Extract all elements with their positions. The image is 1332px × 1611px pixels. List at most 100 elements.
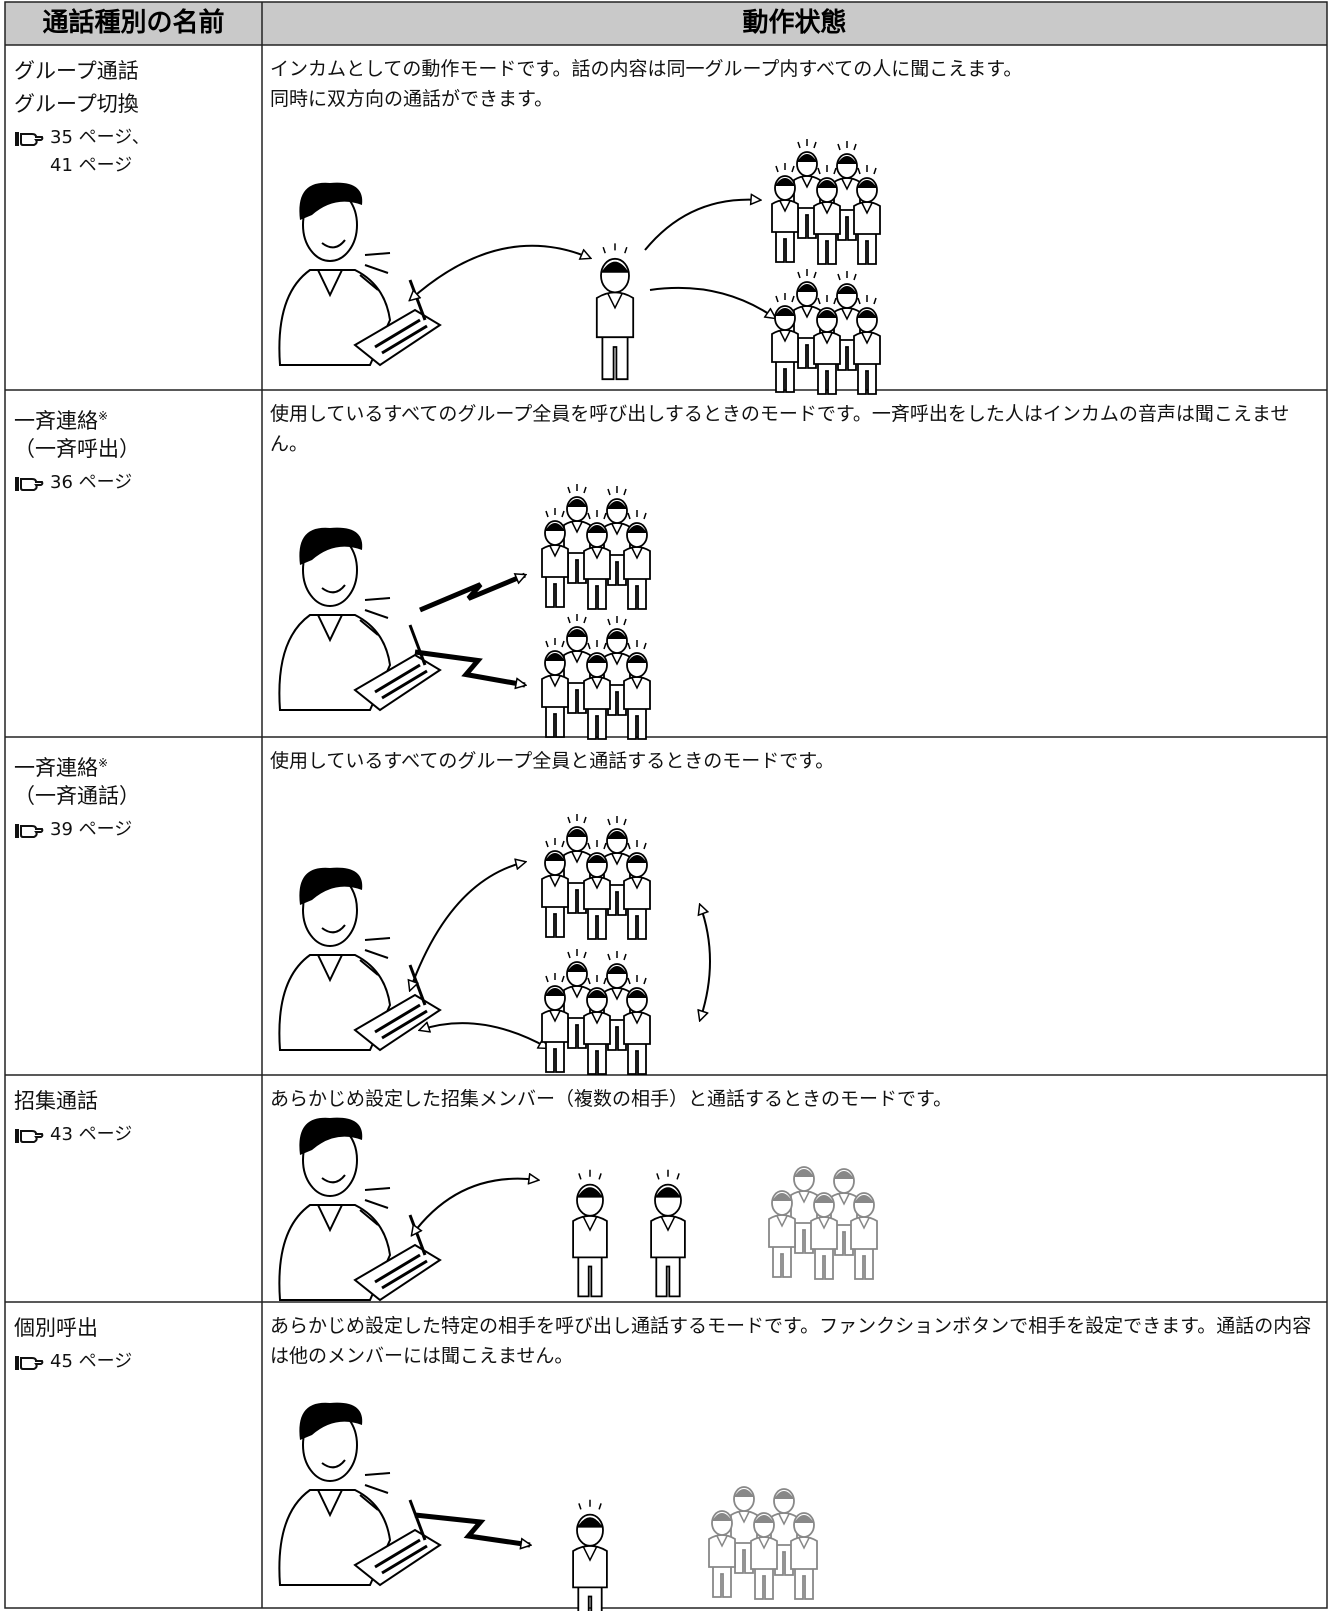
person-vneck: [631, 677, 643, 690]
person-alert: [857, 165, 877, 175]
person-legs: [854, 1246, 874, 1280]
page-ref: 41 ページ: [50, 155, 133, 176]
page-ref: 43 ページ: [50, 1124, 133, 1145]
arrow: [700, 905, 711, 1020]
person-hair: [567, 964, 587, 972]
person-vneck: [821, 332, 833, 345]
person-legs: [545, 1039, 565, 1073]
person-vneck: [779, 200, 791, 213]
person-body: [750, 1536, 778, 1570]
person-hair: [567, 629, 587, 637]
speaker-hair: [299, 867, 363, 905]
signal-bolt: [414, 649, 525, 685]
person-alert: [607, 486, 627, 496]
person-alert: [587, 840, 607, 850]
person-body: [583, 1011, 611, 1045]
person-alert: [587, 975, 607, 985]
description-line: 使用しているすべてのグループ全員を呼び出しするときのモードです。一斉呼出をした人…: [270, 403, 1290, 455]
person-body: [790, 1536, 818, 1570]
person-vneck: [611, 988, 623, 1001]
person-hair: [814, 1195, 834, 1203]
person-legs: [607, 882, 627, 916]
person-alert: [656, 1169, 680, 1180]
person-legs: [772, 1244, 792, 1278]
description-line: 使用しているすべてのグループ全員と通話するときのモードです。: [270, 750, 835, 772]
person-hair: [577, 1187, 603, 1198]
person-body: [771, 199, 799, 233]
signal-bolt: [414, 1512, 530, 1545]
person-body: [623, 1011, 651, 1045]
person-alert: [627, 975, 647, 985]
person-legs: [734, 1540, 754, 1574]
arrow: [412, 1179, 538, 1235]
person-vneck: [591, 677, 603, 690]
speaker-vneck: [317, 1489, 343, 1518]
arrow: [410, 244, 590, 300]
person-alert: [797, 139, 817, 149]
device-keys: [374, 1003, 428, 1040]
person-body: [572, 1544, 608, 1589]
person-vneck: [801, 306, 813, 319]
person-vneck: [549, 545, 561, 558]
person-alert: [775, 163, 795, 173]
person-alert: [602, 243, 628, 254]
description: 使用しているすべてのグループ全員を呼び出しするときのモードです。一斉呼出をした人…: [270, 399, 1320, 459]
person-hair: [775, 178, 795, 186]
description-line: あらかじめ設定した特定の相手を呼び出し通話するモードです。ファンクションボタンで…: [270, 1315, 1312, 1367]
person-vneck: [801, 176, 813, 189]
type-name: グループ切換: [14, 88, 139, 121]
antenna: [408, 624, 427, 666]
person-hair: [834, 1171, 854, 1179]
arrow: [410, 862, 525, 990]
page-ref: 45 ページ: [50, 1351, 133, 1372]
ref-icon: [15, 477, 44, 491]
type-name: 招集通話: [14, 1085, 98, 1118]
person-vneck: [591, 877, 603, 890]
person-hair: [712, 1513, 732, 1521]
description: インカムとしての動作モードです。話の内容は同一グループ内すべての人に聞こえます。…: [270, 54, 1320, 114]
type-name-text: （一斉呼出）: [14, 437, 140, 461]
person-body: [813, 331, 841, 365]
type-name: グループ通話: [14, 55, 139, 88]
person-body: [583, 876, 611, 910]
arrow: [649, 287, 775, 318]
person-vneck: [758, 1537, 770, 1550]
person-hair: [797, 284, 817, 292]
person-hair: [627, 525, 647, 533]
person-body: [813, 201, 841, 235]
person-legs: [797, 335, 817, 369]
person-alert: [817, 165, 837, 175]
person-legs: [587, 1041, 607, 1075]
device: [353, 308, 442, 367]
sound-lines: [359, 1472, 391, 1511]
ref-icon: [15, 1356, 44, 1370]
person-body: [595, 291, 635, 339]
person-legs: [607, 682, 627, 716]
ref-icon: [15, 824, 44, 838]
person-hair: [545, 523, 565, 531]
person-vneck: [660, 1216, 676, 1232]
type-name-text: 招集通話: [14, 1089, 98, 1113]
page-ref: 39 ページ: [50, 819, 133, 840]
device-keys: [374, 1253, 428, 1290]
person-vneck: [841, 178, 853, 191]
signal-bolt: [419, 572, 525, 613]
person-alert: [817, 295, 837, 305]
person-alert: [797, 269, 817, 279]
arrow: [644, 200, 760, 251]
speaker-hair: [299, 182, 363, 220]
header-bg: [5, 2, 1327, 45]
person-hair: [817, 180, 837, 188]
type-name-text: グループ切換: [14, 92, 139, 116]
note-mark: ※: [98, 756, 109, 770]
person-vneck: [779, 330, 791, 343]
person-legs: [545, 704, 565, 738]
description-line: あらかじめ設定した招集メンバー（複数の相手）と通話するときのモードです。: [270, 1088, 953, 1110]
device: [353, 1528, 442, 1587]
person-hair: [775, 308, 795, 316]
person-vneck: [738, 1511, 750, 1524]
person-vneck: [631, 547, 643, 560]
person-body: [583, 676, 611, 710]
person-body: [541, 544, 569, 578]
type-name: 一斉連絡※: [14, 747, 108, 785]
